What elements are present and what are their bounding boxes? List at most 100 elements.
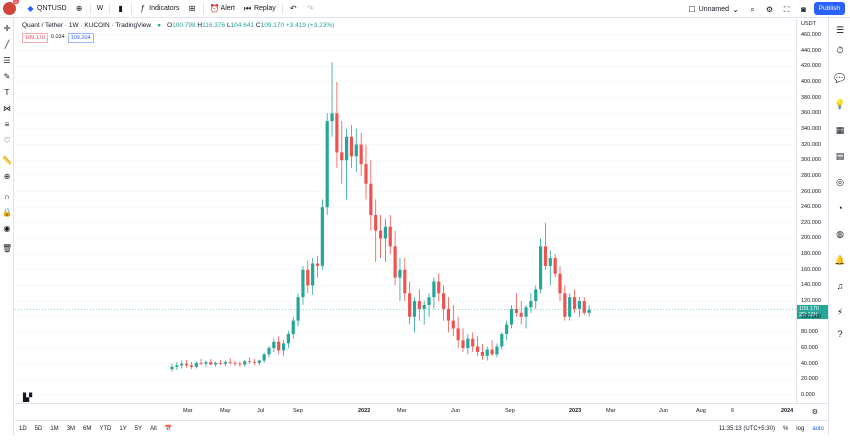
candlestick-chart[interactable] (15, 19, 796, 403)
chart-type-button[interactable]: ▮ (112, 0, 129, 18)
percent-toggle[interactable]: % (782, 425, 789, 432)
brush-icon[interactable]: ✎ (3, 72, 11, 81)
candle-body (422, 305, 426, 309)
symbol-search-button[interactable]: ◆ QNTUSD (22, 0, 71, 18)
candle-body (330, 113, 334, 122)
eye-icon[interactable]: ◉ (3, 224, 11, 233)
range-button-5y[interactable]: 5Y (134, 425, 143, 432)
clock-label[interactable]: 11:35:13 (UTC+5:30) (718, 425, 775, 432)
alerts-clock-icon[interactable]: ⏱ (836, 45, 844, 55)
news-icon[interactable]: ▤ (835, 151, 845, 161)
streams-icon[interactable]: ◍ (836, 229, 844, 239)
time-scale-settings-icon[interactable]: ⚙ (811, 409, 818, 416)
prediction-icon[interactable]: ≡ (4, 120, 10, 129)
range-button-all[interactable]: All (150, 425, 157, 432)
templates-button[interactable]: ⊞ (184, 0, 201, 18)
candle-body (505, 324, 509, 334)
ideas-icon[interactable]: 💡 (834, 99, 846, 109)
crosshair-icon[interactable]: ✛ (3, 24, 11, 33)
undo-button[interactable]: ↶ (285, 0, 302, 18)
range-button-5d[interactable]: 5D (34, 425, 43, 432)
screener-icon[interactable]: ◎ (836, 177, 844, 187)
goto-date-icon[interactable]: 📅 (164, 426, 173, 432)
alert-button[interactable]: ⏰ Alert (206, 0, 239, 18)
sell-button[interactable]: 109.170 (22, 33, 48, 43)
chat-icon[interactable]: 💬 (834, 73, 846, 83)
range-button-3m[interactable]: 3M (66, 425, 76, 432)
trend-line-icon[interactable]: ╱ (4, 40, 10, 49)
heart-icon[interactable]: ♡ (3, 136, 11, 145)
notifications-icon[interactable]: 🔔 (834, 255, 846, 265)
publish-button[interactable]: Publish (813, 2, 845, 15)
time-scale[interactable]: ⚙ Mar May Jul Sep 2022 Mar Jun Sep 2023 Mar Jun Aug… (15, 403, 828, 420)
candle-body (529, 301, 533, 308)
candle-body (306, 269, 310, 286)
buy-button[interactable]: 109.204 (67, 33, 94, 43)
trading-panel-icon[interactable]: ⚡ (836, 307, 844, 317)
settings-button[interactable]: ⚙ (761, 0, 778, 18)
range-button-1d[interactable]: 1D (19, 425, 27, 432)
range-button-6m[interactable]: 6M (83, 425, 92, 432)
compare-button[interactable]: ⊕ (71, 0, 88, 18)
candle-body (500, 333, 504, 347)
fullscreen-button[interactable]: ⛶ (778, 0, 795, 18)
text-tool-icon[interactable]: T (4, 88, 10, 97)
help-icon[interactable]: ? (837, 329, 843, 339)
price-tick-label: 260.000 (801, 188, 821, 195)
magnet-icon[interactable]: ∩ (4, 192, 10, 201)
divider (109, 3, 111, 14)
trash-icon[interactable]: 🗑 (2, 244, 13, 253)
bell-icon[interactable]: ♫ (836, 281, 844, 291)
fib-retracement-icon[interactable]: ☰ (3, 56, 11, 65)
time-tick-label: 2022 (358, 408, 371, 414)
layout-button[interactable]: ☐ Unnamed ⌄ (684, 0, 744, 18)
interval-button[interactable]: W (93, 0, 108, 18)
user-avatar[interactable]: 11 (3, 0, 19, 15)
legend-title[interactable]: Quant / Tether · 1W · KUCOIN · TradingVi… (22, 22, 152, 29)
candle-body (374, 215, 378, 231)
candle-body (233, 362, 237, 364)
indicators-button[interactable]: ƒ Indicators (134, 0, 183, 18)
candle-body (446, 308, 451, 321)
replay-button[interactable]: ⏮ Replay (239, 0, 280, 18)
buy-sell-buttons: 109.170 0.034 109.204 (22, 33, 94, 43)
candle-body (354, 144, 358, 157)
candle-body (432, 281, 436, 298)
candle-body (437, 281, 441, 294)
price-tick-label: 380.000 (801, 94, 821, 101)
candle-body (539, 246, 543, 290)
lock-icon[interactable]: 🔒 (2, 208, 12, 217)
auto-toggle[interactable]: auto (812, 425, 824, 432)
candle-body (480, 351, 484, 356)
log-toggle[interactable]: log (796, 425, 805, 432)
currency-label[interactable]: USDT (801, 21, 816, 27)
ruler-icon[interactable]: 📏 (2, 156, 12, 165)
redo-button[interactable]: ↷ (302, 0, 319, 18)
price-tick-label: 320.000 (801, 141, 821, 148)
plus-circle-icon: ⊕ (75, 4, 83, 13)
candle-body (582, 301, 586, 313)
hotlists-icon[interactable]: ◔ (837, 203, 843, 213)
alarm-icon: ⏰ (209, 4, 220, 13)
candle-body (281, 343, 286, 351)
candle-body (335, 113, 339, 153)
pattern-icon[interactable]: ⋈ (3, 104, 11, 113)
price-tick-label: 240.000 (801, 204, 821, 211)
snapshot-button[interactable]: ◙ (795, 0, 812, 18)
candle-body (223, 362, 227, 364)
candle-body (388, 226, 392, 247)
candle-body (383, 226, 387, 239)
interval-label: W (96, 5, 104, 12)
time-tick-label: Sep (505, 408, 515, 414)
candle-body (495, 346, 499, 355)
candle-body (364, 164, 368, 184)
zoom-in-icon[interactable]: ⊕ (3, 172, 11, 181)
range-button-ytd[interactable]: YTD (99, 425, 112, 432)
calendar-icon[interactable]: ▦ (835, 125, 845, 135)
range-button-1y[interactable]: 1Y (119, 425, 127, 432)
replay-label: Replay (253, 5, 276, 12)
range-button-1m[interactable]: 1M (50, 425, 59, 432)
quick-search-button[interactable]: ⌕ (744, 0, 761, 18)
watchlist-icon[interactable]: ☰ (835, 25, 845, 35)
price-scale[interactable]: USDT 109.170 2D 12H 460.000 440.000 420.00… (796, 19, 828, 403)
